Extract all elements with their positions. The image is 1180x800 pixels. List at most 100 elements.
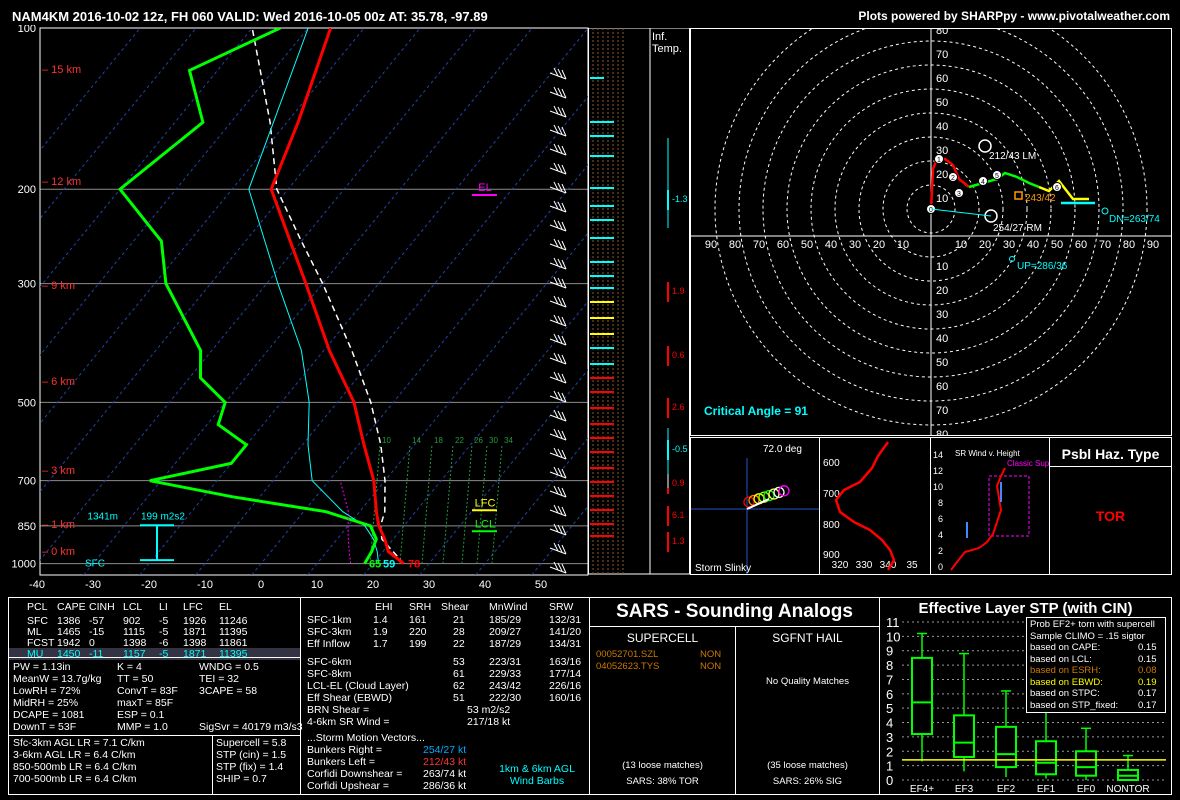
sars-matches: 00052701.SZL NON 04052623.TYS NON: [596, 649, 726, 673]
parcel-cell: 11861: [219, 637, 248, 649]
wind-barb: [549, 105, 567, 118]
height-label: – 9 km: [42, 280, 75, 292]
mixing-ratio-label: 22: [455, 436, 464, 445]
lfc-label: LFC: [475, 497, 496, 509]
wind-barb: [549, 257, 567, 270]
hodo-tick: 40: [825, 239, 837, 251]
stp-boxplot: [1075, 727, 1097, 780]
stp-y-tick: 6: [886, 687, 893, 702]
kin-cell: 61: [453, 668, 465, 680]
kin-header-cell: Shear: [441, 601, 470, 613]
hazard-panel: Psbl Haz. Type TOR: [1049, 437, 1172, 575]
storm-motion-row: Corfidi Downshear = 263/74 kt: [307, 768, 466, 780]
thetae-x-tick: 340: [880, 560, 897, 571]
index-value: MeanW = 13.7g/kg: [13, 673, 102, 685]
index-value: MidRH = 25%: [13, 697, 79, 709]
wind-barb: [549, 466, 567, 479]
pressure-tick: 850: [18, 521, 36, 533]
stp-legend-label: based on CAPE:: [1030, 642, 1101, 653]
inference-value: 2.6: [672, 402, 685, 412]
hodo-height-marker: [992, 170, 1002, 180]
corfidi-down-label: DN=263/74: [1109, 214, 1160, 225]
parcel-cell: -15: [89, 626, 105, 638]
lapse-rate: 700-500mb LR = 6.4 C/km: [13, 773, 137, 785]
hodograph-panel: 1020304050607080102030405060708010203040…: [690, 28, 1172, 436]
stp-legend: Prob EF2+ torn with supercell Sample CLI…: [1026, 617, 1166, 713]
stp-y-tick: 9: [886, 644, 893, 659]
kin-cell: 53: [453, 656, 465, 668]
wind-barb: [549, 124, 567, 137]
isotherm: [40, 28, 365, 425]
srwind-y-tick: 4: [938, 530, 943, 540]
temp-tick: 40: [479, 579, 491, 591]
pressure-tick: 200: [18, 184, 36, 196]
slinky-ring: [778, 485, 790, 497]
kin-cell: SFC-6km: [307, 656, 352, 668]
stp-y-tick: 10: [886, 629, 900, 644]
storm-motion-row: Corfidi Upshear = 286/36 kt: [307, 780, 466, 792]
index-value: K = 4: [117, 661, 142, 673]
stp-legend-value: 0.19: [1138, 676, 1157, 688]
hodo-tick: 80: [1123, 239, 1135, 251]
sars-supercell-title: SUPERCELL: [626, 631, 699, 645]
storm-motion-row: Bunkers Left = 212/43 kt: [307, 756, 466, 768]
stp-legend-label: based on STPC:: [1030, 688, 1100, 699]
hodo-tick: 90: [1147, 239, 1159, 251]
slinky-angle: 72.0 deg: [763, 444, 802, 455]
hodo-tick: 70: [1099, 239, 1111, 251]
sars-match-row: 04052623.TYS NON: [596, 661, 726, 673]
stp-y-tick: 2: [886, 744, 893, 759]
hodo-tick: 40: [936, 333, 948, 345]
parcel-cell: MU: [27, 648, 44, 660]
kin-cell: 1.7: [373, 638, 388, 650]
srwind-label: 4-6km SR Wind =: [307, 716, 390, 728]
sfc-temp-value: 78: [408, 559, 420, 571]
stp-category: EF1: [1037, 784, 1056, 794]
isotherm: [40, 28, 253, 288]
wind-barb: [549, 504, 567, 517]
lapse-rate: 850-500mb LR = 6.4 C/km: [13, 761, 137, 773]
kin-cell: 185/29: [489, 614, 522, 626]
hodo-tick: 80: [936, 429, 948, 436]
page-title: NAM4KM 2016-10-02 12z, FH 060 VALID: Wed…: [12, 9, 488, 24]
stp-category: EF0: [1077, 784, 1096, 794]
hazard-value: TOR: [1095, 508, 1126, 524]
mixing-ratio-line: [399, 444, 411, 564]
temp-tick: 10: [311, 579, 323, 591]
wind-barb: [549, 409, 567, 422]
parcel-cell: 1386: [57, 615, 81, 627]
corfidi-down-marker: [1101, 207, 1109, 215]
kin-cell: 223/31: [489, 656, 522, 668]
stp-y-tick: 3: [886, 730, 893, 745]
hodo-tick: 40: [936, 121, 948, 133]
wind-barb: [549, 200, 567, 213]
brn-shear-row: BRN Shear = 53 m2/s2: [307, 704, 510, 716]
storm-slinky-panel: 72.0 deg Storm Slinky: [690, 437, 820, 575]
hodo-tick: 20: [873, 239, 885, 251]
composite-param: STP (fix) = 1.4: [216, 761, 284, 773]
mixing-ratio-label: 10: [382, 436, 391, 445]
hodo-tick: 70: [753, 239, 765, 251]
parcel-cell: EL: [219, 601, 232, 613]
stp-legend-value: 0.08: [1138, 665, 1157, 676]
slinky-ring: [763, 489, 775, 502]
rm-vector: [930, 208, 992, 217]
height-label: – 6 km: [42, 376, 75, 388]
index-value: PW = 1.13in: [13, 661, 71, 673]
slinky-label: Storm Slinky: [695, 563, 751, 574]
index-value: DCAPE = 1081: [13, 709, 85, 721]
parcel-cell: 1398: [123, 637, 147, 649]
srwind-y-tick: 0: [938, 562, 943, 572]
wind-barb: [549, 162, 567, 175]
stp-boxplot: [911, 632, 933, 762]
stp-panel: Effective Layer STP (with CIN) 11 10 9 8 7 6 5…: [879, 597, 1172, 795]
srwind-y-tick: 6: [938, 514, 943, 524]
hodo-tick: 20: [936, 169, 948, 181]
index-value: SigSvr = 40179 m3/s3: [199, 721, 303, 733]
kin-cell: 62: [453, 680, 465, 692]
isotherm: [40, 28, 421, 493]
stp-legend-row: based on LCL: 0.15: [1030, 654, 1162, 666]
hodo-tick: 50: [936, 357, 948, 369]
sars-title: SARS - Sounding Analogs: [616, 601, 853, 622]
parcel-cell: LI: [159, 601, 168, 613]
